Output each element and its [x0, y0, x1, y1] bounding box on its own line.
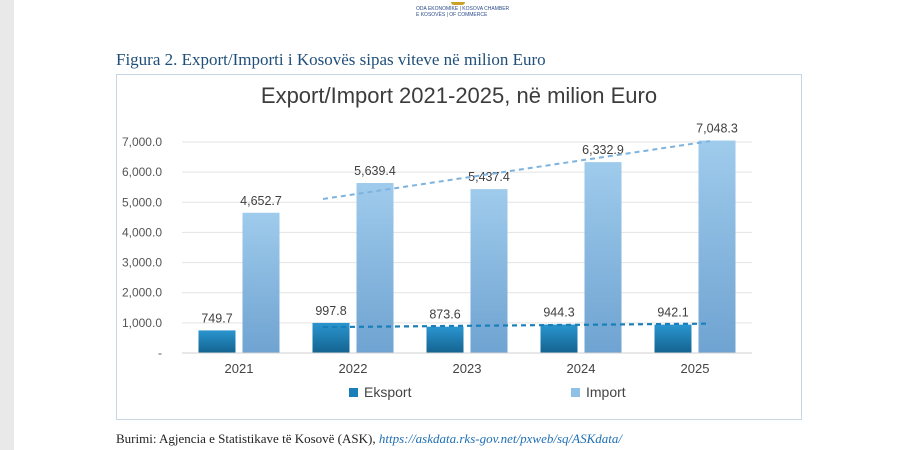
y-tick-label: - [158, 346, 162, 360]
import-bar [584, 162, 622, 353]
chamber-logo: ODA EKONOMIKE | KOSOVA CHAMBER E KOSOVËS… [416, 2, 510, 18]
import-bar-label: 6,332.9 [582, 143, 624, 157]
y-tick-label: 5,000.0 [122, 195, 162, 209]
export-bar-label: 942.1 [657, 306, 688, 320]
import-bar-label: 4,652.7 [240, 194, 282, 208]
import-bar-label: 7,048.3 [696, 122, 738, 136]
y-tick-label: 3,000.0 [122, 256, 162, 270]
x-tick-label: 2025 [681, 361, 710, 376]
x-tick-label: 2023 [453, 361, 482, 376]
bar-chart: - 1,000.0 2,000.0 3,000.0 4,000.0 5,000.0 6,00… [122, 122, 752, 400]
export-bar [426, 326, 464, 353]
legend-swatch-eksport [349, 388, 358, 397]
logo-line-2: E KOSOVËS | OF COMMERCE [416, 12, 488, 18]
export-bar [654, 324, 692, 353]
logo-line-1: ODA EKONOMIKE | KOSOVA CHAMBER [416, 6, 510, 12]
import-bar-label: 5,639.4 [354, 164, 396, 178]
legend-swatch-import [571, 388, 580, 397]
export-bar [540, 324, 578, 353]
y-tick-label: 4,000.0 [122, 225, 162, 239]
export-bar-label: 749.7 [201, 311, 232, 325]
import-bar [698, 140, 736, 353]
figure-title: Figura 2. Export/Importi i Kosovës sipas… [116, 50, 546, 69]
y-tick-label: 6,000.0 [122, 165, 162, 179]
legend-label-import: Import [586, 384, 626, 400]
logo-mark [451, 2, 465, 5]
chart-title: Export/Import 2021-2025, në milion Euro [260, 83, 658, 108]
x-tick-label: 2022 [339, 361, 368, 376]
import-bar [242, 212, 280, 353]
x-tick-label: 2024 [567, 361, 596, 376]
export-bar-label: 944.3 [543, 306, 574, 320]
export-bar-label: 873.6 [429, 308, 460, 322]
x-tick-label: 2021 [225, 361, 254, 376]
import-bar [470, 189, 508, 353]
legend-label-eksport: Eksport [364, 384, 412, 400]
export-bar-label: 997.8 [315, 304, 346, 318]
source-link[interactable]: https://askdata.rks-gov.net/pxweb/sq/ASK… [378, 431, 622, 446]
export-bar [198, 330, 236, 353]
chart-frame [116, 74, 802, 420]
source-label: Burimi: Agjencia e Statistikave të Kosov… [116, 431, 379, 446]
y-tick-label: 1,000.0 [122, 316, 162, 330]
source-note: Burimi: Agjencia e Statistikave të Kosov… [116, 431, 622, 447]
import-bar-label: 5,437.4 [468, 170, 510, 184]
y-tick-label: 2,000.0 [122, 286, 162, 300]
import-trendline [322, 140, 711, 200]
import-bar [356, 183, 394, 353]
y-tick-label: 7,000.0 [122, 135, 162, 149]
left-margin [0, 0, 14, 450]
eksport-trendline [322, 322, 711, 329]
